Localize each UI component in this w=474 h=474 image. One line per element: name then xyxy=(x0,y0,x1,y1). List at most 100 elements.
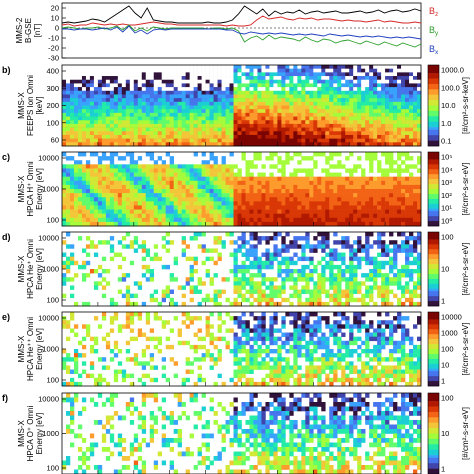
heatmap-cell xyxy=(305,112,310,117)
heatmap-cell xyxy=(261,172,266,177)
heatmap-cell xyxy=(65,172,71,177)
heatmap-cell xyxy=(213,156,218,161)
heatmap-cell xyxy=(65,357,71,362)
heatmap-cell xyxy=(353,72,358,77)
heatmap-cell xyxy=(141,109,147,114)
heatmap-cell xyxy=(85,123,91,128)
heatmap-cell xyxy=(165,72,170,77)
heatmap-cell xyxy=(129,240,135,245)
heatmap-cell xyxy=(101,142,107,147)
heatmap-cell xyxy=(217,94,222,99)
heatmap-cell xyxy=(133,217,139,223)
heatmap-cell xyxy=(281,281,286,286)
heatmap-cell xyxy=(377,109,382,114)
heatmap-cell xyxy=(249,365,254,370)
heatmap-cell xyxy=(289,65,294,69)
heatmap-cell xyxy=(173,138,178,143)
heatmap-cell xyxy=(261,193,266,198)
heatmap-cell xyxy=(253,361,258,366)
heatmap-cell xyxy=(62,127,67,132)
heatmap-cell xyxy=(97,127,103,132)
heatmap-cell xyxy=(361,116,366,121)
heatmap-cell xyxy=(141,94,147,99)
heatmap-cell xyxy=(241,213,246,219)
heatmap-cell xyxy=(181,221,186,227)
heatmap-cell xyxy=(225,193,230,198)
heatmap-cell xyxy=(225,90,230,95)
heatmap-cell xyxy=(345,131,350,136)
heatmap-cell xyxy=(113,213,119,219)
heatmap-cell xyxy=(341,301,346,307)
heatmap-cell xyxy=(141,65,147,69)
heatmap-cell xyxy=(389,168,394,173)
heatmap-cell xyxy=(273,116,278,121)
heatmap-cell xyxy=(353,349,358,354)
heatmap-cell xyxy=(73,168,79,173)
heatmap-cell xyxy=(73,361,79,366)
heatmap-cell xyxy=(265,381,270,387)
heatmap-cell xyxy=(333,273,338,278)
heatmap-cell xyxy=(321,381,326,387)
heatmap-cell xyxy=(381,184,386,190)
heatmap-cell xyxy=(257,336,262,342)
heatmap-cell xyxy=(289,156,294,161)
heatmap-cell xyxy=(265,101,270,106)
heatmap-cell xyxy=(205,269,210,274)
heatmap-cell xyxy=(269,297,274,303)
heatmap-cell xyxy=(293,180,298,186)
heatmap-cell xyxy=(281,90,286,95)
heatmap-cell xyxy=(345,297,350,303)
heatmap-cell xyxy=(109,209,115,214)
heatmap-cell xyxy=(62,72,67,77)
heatmap-cell xyxy=(161,90,167,95)
heatmap-cell xyxy=(321,87,326,92)
heatmap-cell xyxy=(305,301,310,307)
heatmap-cell xyxy=(249,221,254,227)
heatmap-cell xyxy=(205,79,210,84)
heatmap-cell xyxy=(413,131,418,136)
heatmap-cell xyxy=(409,213,414,219)
heatmap-cell xyxy=(221,138,226,143)
heatmap-cell xyxy=(353,83,358,88)
heatmap-cell xyxy=(93,252,99,257)
heatmap-cell xyxy=(93,201,99,206)
heatmap-cell xyxy=(301,131,306,136)
heatmap-cell xyxy=(217,176,222,182)
heatmap-cell xyxy=(313,109,318,114)
heatmap-cell xyxy=(205,273,210,278)
heatmap-cell xyxy=(365,301,370,307)
heatmap-cell xyxy=(121,197,127,202)
heatmap-cell xyxy=(417,160,422,165)
heatmap-cell xyxy=(397,248,402,253)
heatmap-cell xyxy=(389,94,394,99)
heatmap-cell xyxy=(309,293,314,299)
heatmap-cell xyxy=(241,357,246,362)
heatmap-cell xyxy=(397,232,402,237)
heatmap-cell xyxy=(209,336,214,342)
heatmap-cell xyxy=(137,120,143,125)
heatmap-cell xyxy=(245,289,250,294)
heatmap-cell xyxy=(273,90,278,95)
heatmap-cell xyxy=(217,76,222,81)
heatmap-cell xyxy=(165,94,170,99)
heatmap-cell xyxy=(261,112,266,117)
heatmap-cell xyxy=(217,373,222,379)
heatmap-cell xyxy=(353,90,358,95)
heatmap-cell xyxy=(297,160,302,165)
heatmap-cell xyxy=(285,72,290,77)
heatmap-cell xyxy=(309,87,314,92)
heatmap-cell xyxy=(173,98,178,103)
heatmap-cell xyxy=(109,120,115,125)
heatmap-cell xyxy=(397,269,402,274)
heatmap-cell xyxy=(149,172,155,177)
heatmap-cell xyxy=(85,142,91,147)
heatmap-cell xyxy=(261,76,266,81)
heatmap-cell xyxy=(361,101,366,106)
heatmap-cell xyxy=(65,134,71,139)
heatmap-cell xyxy=(321,90,326,95)
heatmap-cell xyxy=(121,79,127,84)
heatmap-cell xyxy=(357,281,362,286)
heatmap-cell xyxy=(277,269,282,274)
heatmap-cell xyxy=(109,131,115,136)
heatmap-cell xyxy=(97,79,103,84)
